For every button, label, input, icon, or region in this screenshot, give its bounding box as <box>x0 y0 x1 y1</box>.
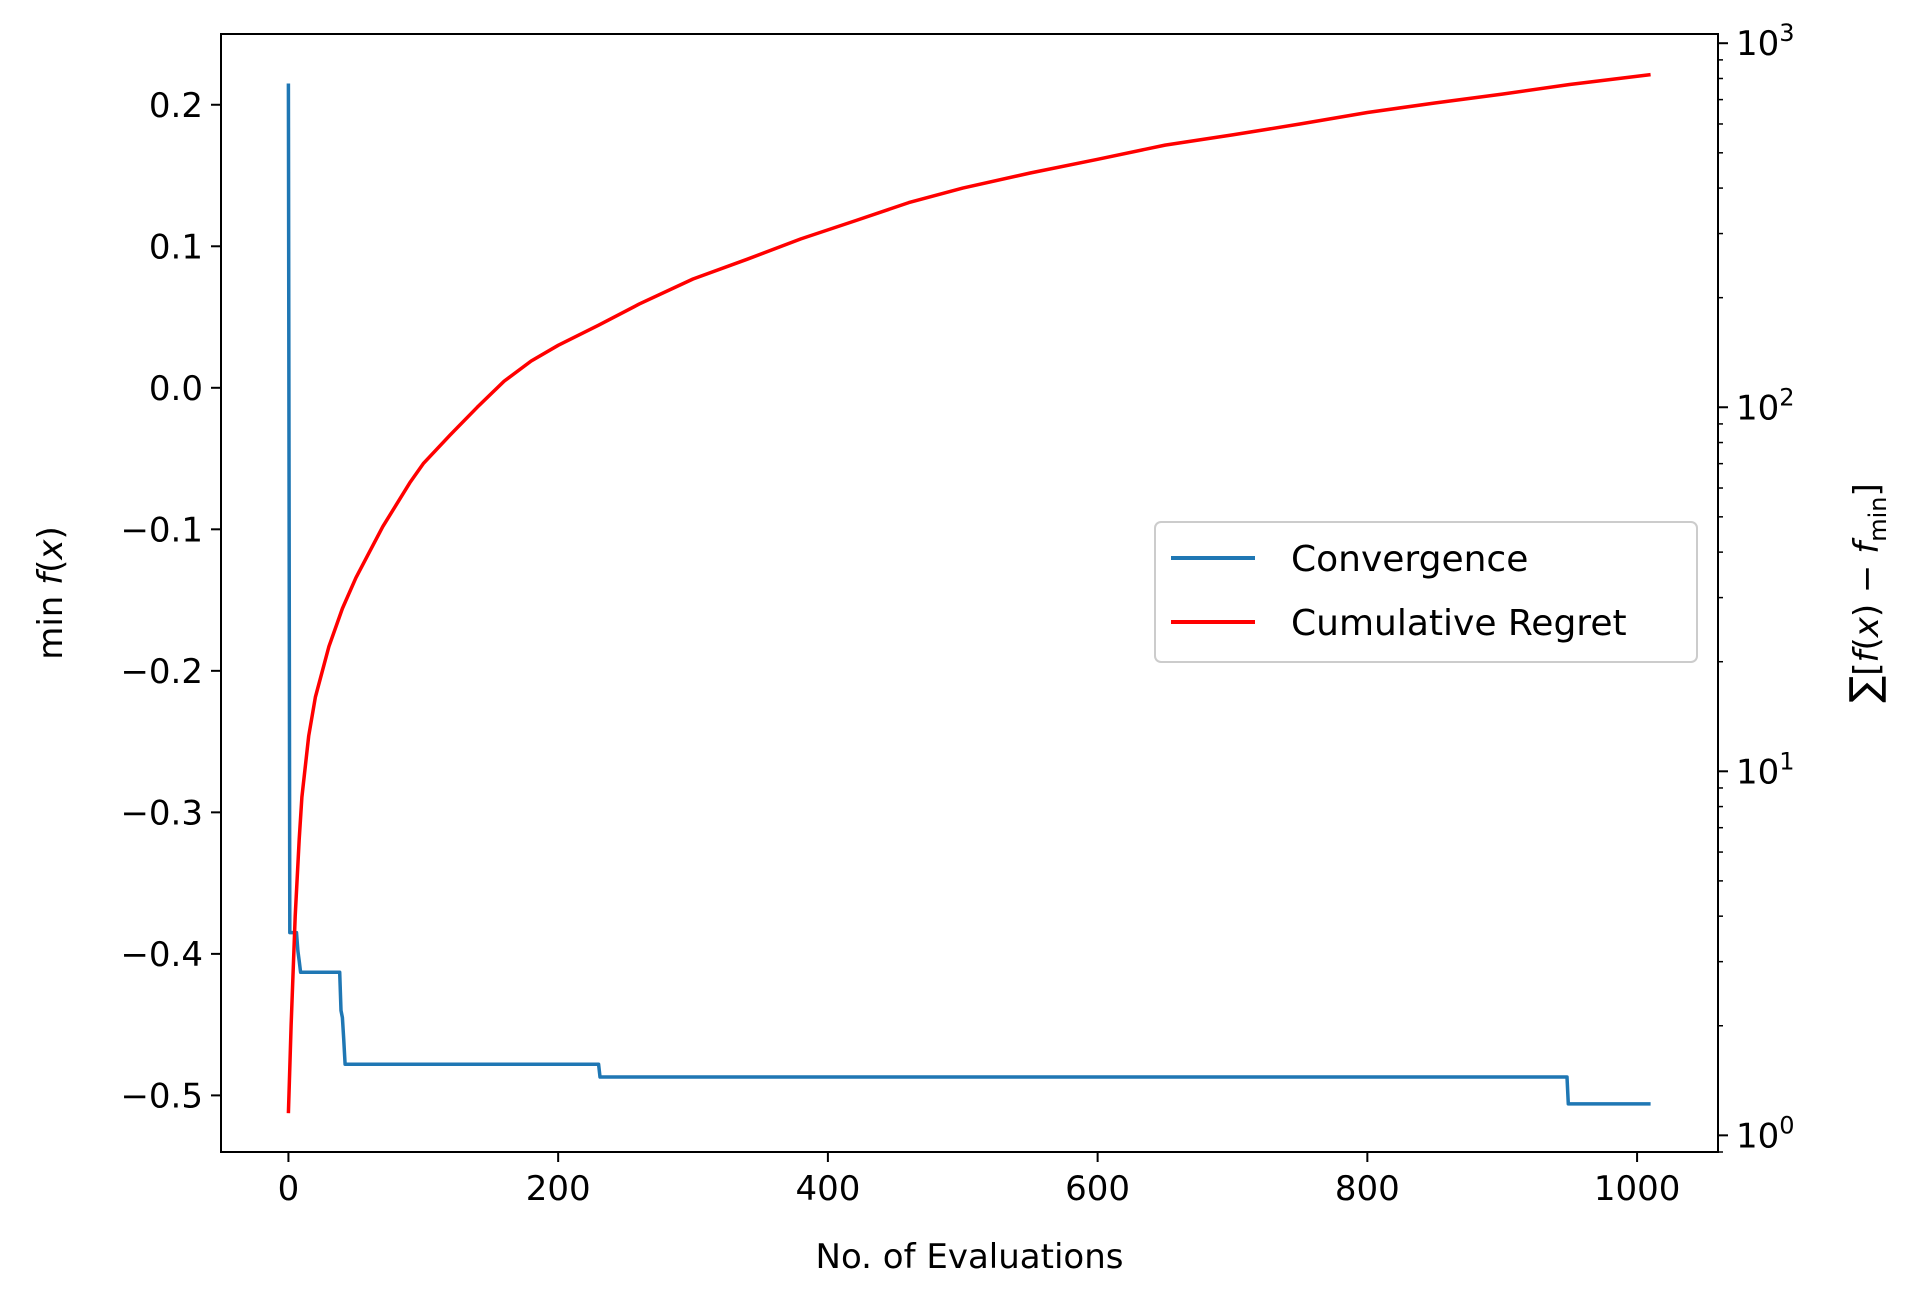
legend-label: Cumulative Regret <box>1291 603 1627 644</box>
y-left-tick-label: −0.5 <box>120 1076 203 1116</box>
y-right-axis: 100 101 102 103 <box>1718 19 1795 1156</box>
x-tick-label: 200 <box>526 1169 591 1209</box>
y-right-tick-label: 102 <box>1736 383 1795 428</box>
x-axis: 0 200 400 600 800 1000 <box>278 1152 1681 1209</box>
plot-frame <box>220 33 1719 1153</box>
y-left-tick-label: −0.1 <box>120 510 203 550</box>
legend: Convergence Cumulative Regret <box>1154 521 1698 663</box>
legend-label: Convergence <box>1291 539 1528 580</box>
x-tick-label: 400 <box>795 1169 860 1209</box>
x-axis-label: No. of Evaluations <box>816 1237 1124 1277</box>
x-tick-label: 600 <box>1065 1169 1130 1209</box>
x-tick-label: 1000 <box>1594 1169 1681 1209</box>
y-left-tick-label: 0.2 <box>149 86 203 126</box>
svg-text:min f(x): min f(x) <box>31 526 71 660</box>
y-right-tick-label: 100 <box>1736 1111 1795 1156</box>
y-left-axis-label: min f(x) <box>31 526 71 660</box>
y-left-tick-label: −0.4 <box>120 935 203 975</box>
series-line-cumulative-regret <box>286 72 1651 1114</box>
legend-box <box>1154 521 1698 663</box>
x-tick-label: 800 <box>1335 1169 1400 1209</box>
y-left-tick-label: −0.2 <box>120 652 203 692</box>
x-tick-label: 0 <box>278 1169 300 1209</box>
y-right-axis-label: ∑[f(x) − fmin] <box>1842 483 1892 702</box>
y-right-tick-label: 103 <box>1736 19 1795 64</box>
y-left-tick-label: −0.3 <box>120 793 203 833</box>
y-left-tick-label: 0.0 <box>149 369 203 409</box>
y-right-tick-label: 101 <box>1736 747 1795 792</box>
plot-lines <box>286 72 1651 1114</box>
y-left-tick-label: 0.1 <box>149 227 203 267</box>
svg-text:∑[f(x) − fmin]: ∑[f(x) − fmin] <box>1842 483 1892 702</box>
y-left-axis: 0.2 0.1 0.0 −0.1 −0.2 −0.3 −0.4 −0.5 <box>120 86 221 1116</box>
